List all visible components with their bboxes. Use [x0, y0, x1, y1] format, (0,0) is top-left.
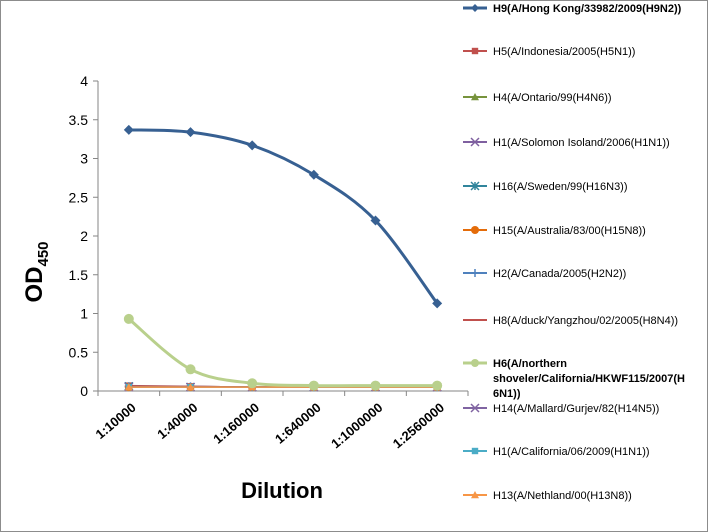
legend-item: H5(A/Indonesia/2005(H5N1))	[463, 46, 635, 58]
legend-label: H14(A/Mallard/Gurjev/82(H14N5))	[493, 403, 659, 415]
legend-item: H1(A/California/06/2009(H1N1))	[463, 446, 650, 458]
y-tick-label: 2	[80, 228, 88, 244]
marker-diamond	[432, 298, 443, 309]
marker-triangle	[186, 383, 195, 391]
legend-item: H8(A/duck/Yangzhou/02/2005(H8N4))	[463, 315, 678, 327]
legend-label: 6N1))	[493, 388, 521, 400]
marker-star	[470, 181, 480, 191]
marker-diamond	[123, 124, 134, 135]
marker-circle	[471, 359, 479, 367]
marker-diamond	[370, 215, 381, 226]
marker-circle	[123, 313, 134, 324]
marker-triangle	[124, 383, 133, 391]
y-tick-label: 0.5	[69, 344, 89, 360]
marker-circle	[185, 364, 196, 375]
y-axis-title-subscript: 450	[35, 241, 52, 266]
y-axis-title-main: OD	[21, 267, 48, 303]
marker-circle	[471, 226, 479, 234]
legend-label: H13(A/Nethland/00(H13N8))	[493, 490, 632, 502]
y-tick-label: 2.5	[69, 189, 89, 205]
marker-square	[471, 447, 479, 455]
legend-label: H8(A/duck/Yangzhou/02/2005(H8N4))	[493, 315, 678, 327]
x-tick-label: 1:1000000	[328, 400, 385, 451]
legend: H9(A/Hong Kong/33982/2009(H9N2)) H5(A/Ind…	[463, 3, 685, 502]
marker-diamond	[308, 169, 319, 180]
legend-item: H4(A/Ontario/99(H4N6))	[463, 92, 612, 104]
legend-item: H16(A/Sweden/99(H16N3))	[463, 181, 628, 193]
series-1	[123, 124, 443, 309]
legend-item: H6(A/northern shoveler/California/HKWF115…	[463, 358, 685, 400]
y-axis-title: OD450	[21, 241, 52, 302]
marker-circle	[247, 378, 258, 389]
legend-label: H4(A/Ontario/99(H4N6))	[493, 92, 612, 104]
series-9	[123, 313, 443, 391]
series-line	[128, 128, 439, 305]
x-tick-label: 1:2560000	[390, 400, 447, 451]
legend-label: H1(A/Solomon Isoland/2006(H1N1))	[493, 137, 670, 149]
legend-item: H13(A/Nethland/00(H13N8))	[463, 490, 632, 502]
legend-label: H5(A/Indonesia/2005(H5N1))	[493, 46, 635, 58]
marker-triangle	[471, 93, 479, 101]
y-tick-label: 3.5	[69, 112, 89, 128]
y-tick-label: 1	[80, 306, 88, 322]
y-tick-label: 1.5	[69, 267, 89, 283]
marker-diamond	[185, 127, 196, 138]
legend-item: H1(A/Solomon Isoland/2006(H1N1))	[463, 137, 670, 149]
series-line	[127, 317, 438, 388]
legend-label: H6(A/northern	[493, 358, 567, 370]
y-tick-label: 0	[80, 383, 88, 399]
marker-circle	[308, 380, 319, 391]
marker-circle	[432, 380, 443, 391]
y-tick-label: 3	[80, 151, 88, 167]
legend-label: H1(A/California/06/2009(H1N1))	[493, 446, 650, 458]
marker-plus	[471, 269, 479, 277]
legend-label: shoveler/California/HKWF115/2007(H	[493, 373, 685, 385]
x-tick-label: 1:40000	[154, 400, 200, 442]
x-tick-label: 1:640000	[272, 400, 324, 447]
marker-circle	[370, 380, 381, 391]
marker-triangle	[471, 491, 479, 499]
marker-x	[470, 403, 480, 413]
x-tick-label: 1:10000	[93, 400, 139, 442]
legend-label: H9(A/Hong Kong/33982/2009(H9N2))	[493, 3, 682, 15]
marker-x	[470, 137, 480, 147]
marker-diamond	[247, 140, 258, 151]
marker-square	[471, 47, 479, 55]
legend-item: H9(A/Hong Kong/33982/2009(H9N2))	[463, 3, 682, 15]
series-layer	[123, 124, 443, 392]
legend-item: H15(A/Australia/83/00(H15N8))	[463, 225, 646, 237]
marker-diamond	[471, 4, 479, 12]
x-axis-title: Dilution	[241, 478, 323, 503]
legend-label: H2(A/Canada/2005(H2N2))	[493, 268, 626, 280]
legend-item: H14(A/Mallard/Gurjev/82(H14N5))	[463, 403, 659, 415]
legend-label: H15(A/Australia/83/00(H15N8))	[493, 225, 646, 237]
legend-label: H16(A/Sweden/99(H16N3))	[493, 181, 628, 193]
x-tick-label: 1:160000	[210, 400, 262, 447]
y-tick-label: 4	[80, 73, 88, 89]
legend-item: H2(A/Canada/2005(H2N2))	[463, 268, 626, 280]
